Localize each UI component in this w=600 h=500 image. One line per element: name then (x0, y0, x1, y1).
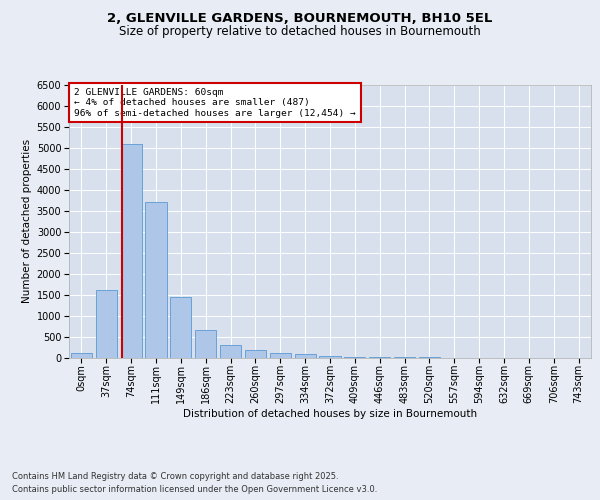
Y-axis label: Number of detached properties: Number of detached properties (22, 139, 32, 304)
Text: Contains public sector information licensed under the Open Government Licence v3: Contains public sector information licen… (12, 485, 377, 494)
Bar (121, 144, 142, 358)
Bar (245, 350, 266, 358)
Bar (220, 345, 241, 358)
Bar (295, 354, 316, 358)
Text: 2 GLENVILLE GARDENS: 60sqm
← 4% of detached houses are smaller (487)
96% of semi: 2 GLENVILLE GARDENS: 60sqm ← 4% of detac… (74, 88, 356, 118)
Bar (170, 296, 191, 358)
Bar (96, 290, 117, 358)
Text: Size of property relative to detached houses in Bournemouth: Size of property relative to detached ho… (119, 25, 481, 38)
Bar (71, 354, 92, 358)
Text: 2, GLENVILLE GARDENS, BOURNEMOUTH, BH10 5EL: 2, GLENVILLE GARDENS, BOURNEMOUTH, BH10 … (107, 12, 493, 26)
X-axis label: Distribution of detached houses by size in Bournemouth: Distribution of detached houses by size … (183, 409, 477, 419)
Bar (195, 330, 216, 357)
Bar (145, 202, 167, 358)
Bar (319, 356, 341, 358)
Bar (270, 354, 291, 358)
Bar (344, 357, 365, 358)
Text: Contains HM Land Registry data © Crown copyright and database right 2025.: Contains HM Land Registry data © Crown c… (12, 472, 338, 481)
